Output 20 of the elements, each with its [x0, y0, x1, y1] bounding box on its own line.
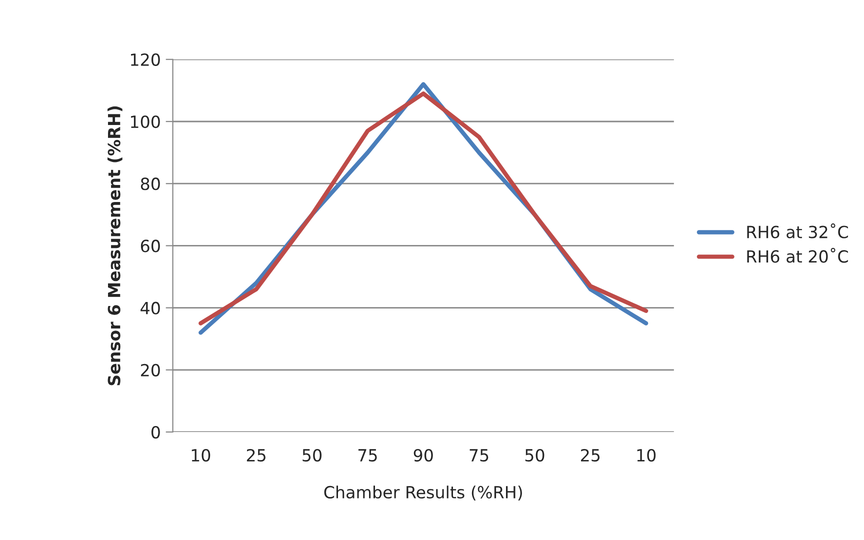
- legend-label: RH6 at 32˚C: [747, 223, 848, 238]
- y-tick-label: 40: [140, 302, 160, 314]
- y-tick-label: 20: [141, 364, 160, 376]
- x-tick-label: 75: [358, 449, 377, 462]
- x-tick-label: 25: [246, 448, 266, 462]
- y-tick-label: 100: [131, 115, 160, 128]
- y-tick-label: 60: [140, 240, 160, 252]
- y-tick-label: 120: [131, 53, 160, 66]
- x-tick-label: 10: [637, 448, 656, 462]
- x-tick-label: 10: [192, 448, 210, 462]
- x-tick-label: 75: [470, 449, 488, 462]
- x-tick-label: 25: [581, 448, 600, 462]
- x-tick-label: 50: [525, 448, 544, 462]
- x-tick-label: 90: [414, 448, 433, 462]
- y-tick-label: 80: [140, 178, 160, 190]
- x-axis-title: Chamber Results (%RH): [324, 486, 522, 500]
- x-tick-label: 50: [302, 448, 322, 462]
- y-axis-title: Sensor 6 Measurement (%RH): [108, 106, 122, 386]
- legend-label: RH6 at 20˚C: [747, 248, 848, 263]
- y-tick-label: 0: [151, 426, 160, 439]
